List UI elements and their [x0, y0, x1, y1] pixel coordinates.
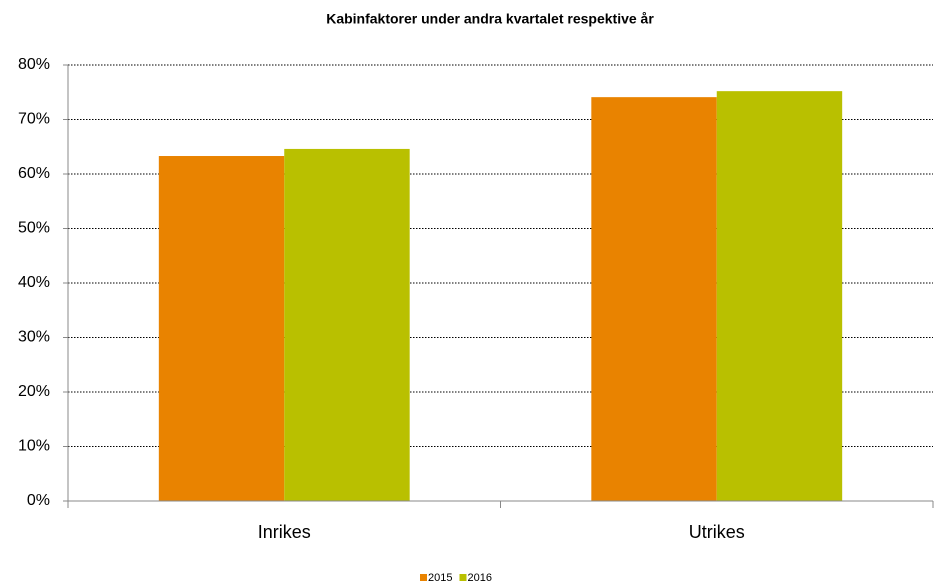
chart-title: Kabinfaktorer under andra kvartalet resp…: [326, 11, 654, 27]
bar: [284, 148, 410, 501]
y-tick-label: 30%: [18, 329, 50, 346]
bar: [716, 91, 843, 501]
y-tick-label: 40%: [18, 274, 50, 291]
legend-swatch: [420, 574, 427, 581]
legend-label: 2015: [428, 572, 452, 584]
y-tick-label: 20%: [18, 383, 50, 400]
x-tick-label: Utrikes: [689, 522, 745, 542]
y-tick-label: 70%: [18, 111, 50, 128]
y-tick-label: 50%: [18, 220, 50, 237]
y-tick-label: 60%: [18, 165, 50, 182]
bar: [591, 97, 717, 501]
legend-swatch: [459, 574, 467, 581]
y-tick-label: 10%: [18, 438, 50, 455]
y-tick-label: 0%: [27, 492, 50, 509]
x-tick-label: Inrikes: [258, 522, 311, 542]
legend-label: 2016: [467, 572, 491, 584]
y-tick-label: 80%: [18, 56, 50, 73]
bar: [158, 156, 285, 501]
